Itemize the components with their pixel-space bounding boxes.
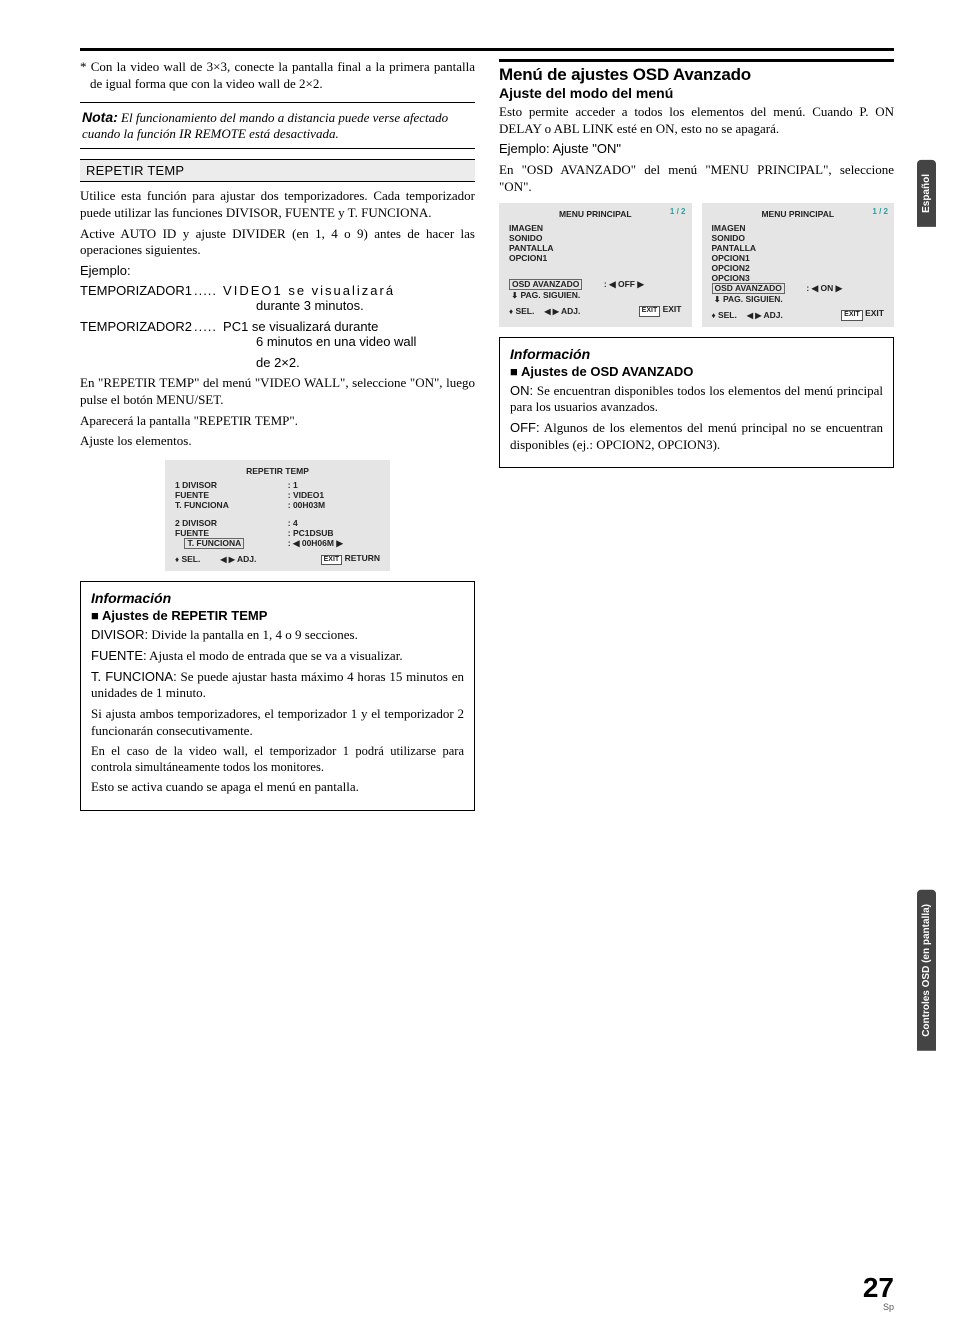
left-p1: Utilice esta función para ajustar dos te… <box>80 188 475 221</box>
info-title: Información <box>91 590 464 606</box>
page-number: 27 Sp <box>863 1274 894 1312</box>
osd-title: MENU PRINCIPAL <box>509 209 682 219</box>
right-ejemplo: Ejemplo: Ajuste "ON" <box>499 141 894 158</box>
exit-key-icon: EXIT <box>841 310 863 320</box>
osd-item: SONIDO <box>712 233 885 243</box>
leftright-icon: ◀ ▶ <box>220 555 235 564</box>
exit-key-icon: EXIT <box>639 306 661 316</box>
info-divisor: DIVISOR: Divide la pantalla en 1, 4 o 9 … <box>91 627 464 644</box>
down-icon: ⬇ <box>511 291 518 300</box>
osd-row: 1 DIVISOR: 1 <box>175 480 380 490</box>
osd-row-hl: OSD AVANZADO : ◀ ON ▶ <box>712 283 885 294</box>
leftright-icon: ◀ ▶ <box>747 311 762 320</box>
exit-key-icon: EXIT <box>321 555 343 565</box>
updown-icon: ♦ <box>712 311 716 320</box>
ejemplo-label: Ejemplo: <box>80 263 475 280</box>
temporizador1-row: TEMPORIZADOR1 ..... VIDEO1 se visualizar… <box>80 283 475 298</box>
osd-row: 2 DIVISOR: 4 <box>175 518 380 528</box>
osd-item: OPCION2 <box>712 263 885 273</box>
t1-desc1: VIDEO1 se visualizará <box>219 283 475 298</box>
osd-hl: OSD AVANZADO <box>712 283 785 294</box>
osd-row: FUENTE: PC1DSUB <box>175 528 380 538</box>
t2-desc2: 6 minutos en una video wall <box>80 334 475 351</box>
right-p1: Esto permite acceder a todos los element… <box>499 104 894 137</box>
t1-label: TEMPORIZADOR1 <box>80 283 192 298</box>
osd-next: ⬇ PAG. SIGUIEN. <box>509 290 682 300</box>
osd-row: FUENTE: VIDEO1 <box>175 490 380 500</box>
osd-repetir-temp: REPETIR TEMP 1 DIVISOR: 1 FUENTE: VIDEO1… <box>165 460 390 572</box>
section-head-repetir: REPETIR TEMP <box>80 159 475 182</box>
osd-row-hl: OSD AVANZADO : ◀ OFF ▶ <box>509 279 682 290</box>
updown-icon: ♦ <box>175 555 179 564</box>
osd-item: PANTALLA <box>712 243 885 253</box>
t2-desc3: de 2×2. <box>80 355 475 372</box>
side-tab-language: Español <box>917 160 936 227</box>
info-tfunciona: T. FUNCIONA: Se puede ajustar hasta máxi… <box>91 669 464 702</box>
right-p2: En "OSD AVANZADO" del menú "MENU PRINCIP… <box>499 162 894 195</box>
left-p4: Aparecerá la pantalla "REPETIR TEMP". <box>80 413 475 430</box>
down-icon: ⬇ <box>714 295 721 304</box>
t2-desc1: PC1 se visualizará durante <box>219 319 475 334</box>
leftright-icon: ◀ ▶ <box>544 307 559 316</box>
osd-footer: ♦ SEL. ◀ ▶ ADJ. EXIT RETURN <box>175 553 380 565</box>
info-on: ON: Se encuentran disponibles todos los … <box>510 383 883 416</box>
t1-desc2: durante 3 minutos. <box>80 298 475 315</box>
t1-dots: ..... <box>192 283 219 298</box>
osd-item: OPCION3 <box>712 273 885 283</box>
osd-title: MENU PRINCIPAL <box>712 209 885 219</box>
osd-item: IMAGEN <box>712 223 885 233</box>
osd-hl: T. FUNCIONA <box>184 538 244 549</box>
osd-pair: 1 / 2 MENU PRINCIPAL IMAGEN SONIDO PANTA… <box>499 203 894 327</box>
temporizador2-row: TEMPORIZADOR2 ..... PC1 se visualizará d… <box>80 319 475 334</box>
osd-item: OPCION1 <box>509 253 682 263</box>
right-heading: Menú de ajustes OSD Avanzado <box>499 59 894 85</box>
t2-dots: ..... <box>192 319 219 334</box>
info-sub: Ajustes de OSD AVANZADO <box>510 364 883 379</box>
left-column: * Con la video wall de 3×3, conecte la p… <box>80 59 475 811</box>
osd-row-hl: T. FUNCIONA : ◀ 00H06M ▶ <box>175 538 380 549</box>
osd-footer: ♦ SEL. ◀ ▶ ADJ. EXIT EXIT <box>509 304 682 316</box>
info-box-repetir: Información Ajustes de REPETIR TEMP DIVI… <box>80 581 475 810</box>
osd-hl: OSD AVANZADO <box>509 279 582 290</box>
osd-menu-left: 1 / 2 MENU PRINCIPAL IMAGEN SONIDO PANTA… <box>499 203 692 327</box>
content-columns: * Con la video wall de 3×3, conecte la p… <box>80 59 894 811</box>
page-number-value: 27 <box>863 1274 894 1302</box>
info-off: OFF: Algunos de los elementos del menú p… <box>510 420 883 453</box>
nota-label: Nota: <box>82 109 118 125</box>
osd-footer: ♦ SEL. ◀ ▶ ADJ. EXIT EXIT <box>712 308 885 320</box>
osd-title: REPETIR TEMP <box>175 466 380 476</box>
updown-icon: ♦ <box>509 307 513 316</box>
info-sub: Ajustes de REPETIR TEMP <box>91 608 464 623</box>
info-p3: Esto se activa cuando se apaga el menú e… <box>91 779 464 796</box>
osd-row: T. FUNCIONA: 00H03M <box>175 500 380 510</box>
nota-body: El funcionamiento del mando a distancia … <box>82 110 448 141</box>
osd-next: ⬇ PAG. SIGUIEN. <box>712 294 885 304</box>
osd-item: SONIDO <box>509 233 682 243</box>
osd-page: 1 / 2 <box>872 207 888 216</box>
osd-item: OPCION1 <box>712 253 885 263</box>
right-column: Menú de ajustes OSD Avanzado Ajuste del … <box>499 59 894 811</box>
osd-item: PANTALLA <box>509 243 682 253</box>
info-p1: Si ajusta ambos temporizadores, el tempo… <box>91 706 464 739</box>
left-bullet: * Con la video wall de 3×3, conecte la p… <box>80 59 475 92</box>
info-box-osd-avanzado: Información Ajustes de OSD AVANZADO ON: … <box>499 337 894 469</box>
right-subheading: Ajuste del modo del menú <box>499 85 894 101</box>
left-p5: Ajuste los elementos. <box>80 433 475 450</box>
osd-item: IMAGEN <box>509 223 682 233</box>
page-lang-suffix: Sp <box>863 1302 894 1312</box>
nota-box: Nota: El funcionamiento del mando a dist… <box>80 102 475 149</box>
info-p2: En el caso de la video wall, el temporiz… <box>91 743 464 775</box>
page-top-rule <box>80 48 894 51</box>
left-p3: En "REPETIR TEMP" del menú "VIDEO WALL",… <box>80 375 475 408</box>
info-fuente: FUENTE: Ajusta el modo de entrada que se… <box>91 648 464 665</box>
osd-page: 1 / 2 <box>670 207 686 216</box>
info-title: Información <box>510 346 883 362</box>
osd-menu-right: 1 / 2 MENU PRINCIPAL IMAGEN SONIDO PANTA… <box>702 203 895 327</box>
t2-label: TEMPORIZADOR2 <box>80 319 192 334</box>
left-p2: Active AUTO ID y ajuste DIVIDER (en 1, 4… <box>80 226 475 259</box>
side-tab-section: Controles OSD (en pantalla) <box>917 890 936 1051</box>
